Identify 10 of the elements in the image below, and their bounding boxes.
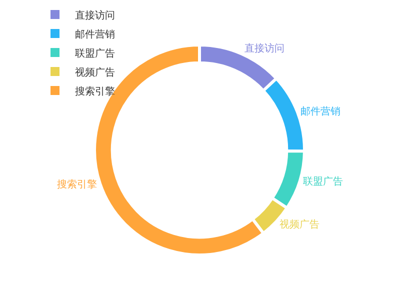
slice-label: 视频广告 <box>279 218 320 230</box>
legend-label: 搜索引擎 <box>75 85 115 98</box>
legend-label: 直接访问 <box>75 9 115 22</box>
slice-label: 邮件营销 <box>300 105 340 118</box>
legend-label: 邮件营销 <box>75 28 115 40</box>
legend-label: 联盟广告 <box>75 47 115 60</box>
legend-label: 视频广告 <box>75 66 115 78</box>
slice-label: 联盟广告 <box>302 175 343 188</box>
slice-label: 搜索引擎 <box>57 178 98 190</box>
slice-label: 直接访问 <box>244 42 284 55</box>
